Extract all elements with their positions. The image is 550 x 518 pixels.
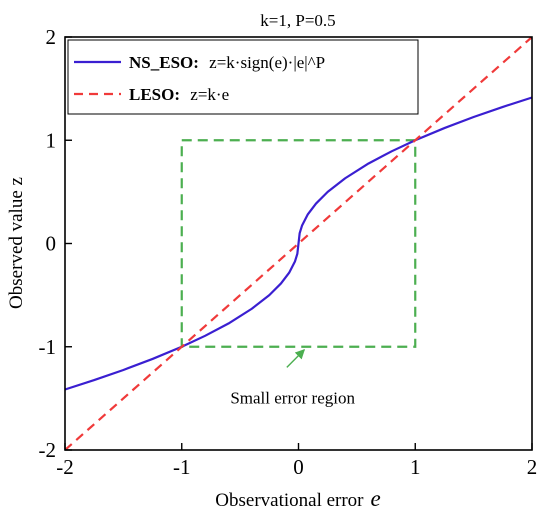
legend: NS_ESO: z=k·sign(e)·|e|^P LESO: z=k·e <box>67 39 419 115</box>
x-axis-label-text: Observational error <box>215 490 364 511</box>
y-tick-label: -2 <box>39 438 57 462</box>
series-line-ns-eso <box>65 96 532 391</box>
x-tick-label: 1 <box>410 455 421 479</box>
axis-ticks: -2 -1 0 1 2 -2 -1 0 1 2 <box>39 25 538 479</box>
legend-formula-leso: z=k·e <box>190 85 229 104</box>
y-tick-label: 0 <box>46 232 57 256</box>
x-tick-label: 2 <box>527 455 538 479</box>
x-tick-label: 0 <box>293 455 304 479</box>
annotation-arrow <box>286 349 306 368</box>
chart-title: k=1, P=0.5 <box>260 11 335 30</box>
y-tick-label: 2 <box>46 25 57 49</box>
legend-entry-ns-eso: NS_ESO: z=k·sign(e)·|e|^P <box>129 53 325 72</box>
legend-entry-leso: LESO: z=k·e <box>129 85 229 104</box>
legend-formula-ns-eso: z=k·sign(e)·|e|^P <box>209 53 325 72</box>
x-tick-label: -1 <box>173 455 191 479</box>
plot-area <box>65 37 532 450</box>
x-tick-label: -2 <box>56 455 74 479</box>
x-axis-label: Observational error e <box>215 486 380 511</box>
y-tick-label: -1 <box>39 335 57 359</box>
legend-name-ns-eso: NS_ESO: <box>129 53 199 72</box>
y-tick-label: 1 <box>46 128 57 152</box>
legend-box <box>67 39 419 115</box>
legend-name-leso: LESO: <box>129 85 180 104</box>
x-axis-label-symbol: e <box>371 486 381 511</box>
y-axis-label: Observed value z <box>6 177 27 309</box>
annotation-small-error-region: Small error region <box>230 389 355 408</box>
small-error-region-box <box>180 139 417 348</box>
